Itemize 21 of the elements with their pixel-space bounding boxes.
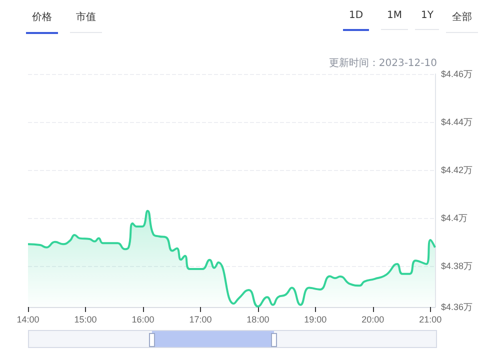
x-tick-label: 16:00	[132, 314, 154, 324]
text: 市值	[70, 10, 102, 33]
x-tick-label: 17:00	[189, 314, 212, 324]
y-tick-label: $4.42万	[441, 165, 473, 176]
x-tick-label: 14:00	[16, 314, 40, 324]
y-tick-label: $4.38万	[441, 261, 473, 272]
x-tick-label: 15:00	[74, 314, 97, 324]
text: 1Y	[415, 10, 440, 30]
y-tick-label: $4.36万	[441, 302, 473, 312]
y-tick-label: $4.44万	[441, 117, 473, 128]
text: 1D	[343, 10, 370, 31]
x-tick-label: 19:00	[304, 314, 327, 324]
text: 更新时间：2023-12-10	[328, 56, 437, 70]
y-tick-label: $4.46万	[441, 69, 473, 79]
text: 1M	[381, 10, 408, 30]
text: 价格	[26, 10, 58, 34]
x-tick-label: 21:00	[419, 314, 442, 324]
text: 全部	[446, 10, 478, 33]
x-tick-label: 20:00	[362, 314, 384, 324]
x-tick-label: 18:00	[246, 314, 270, 324]
y-tick-label: $4.4万	[441, 213, 468, 224]
